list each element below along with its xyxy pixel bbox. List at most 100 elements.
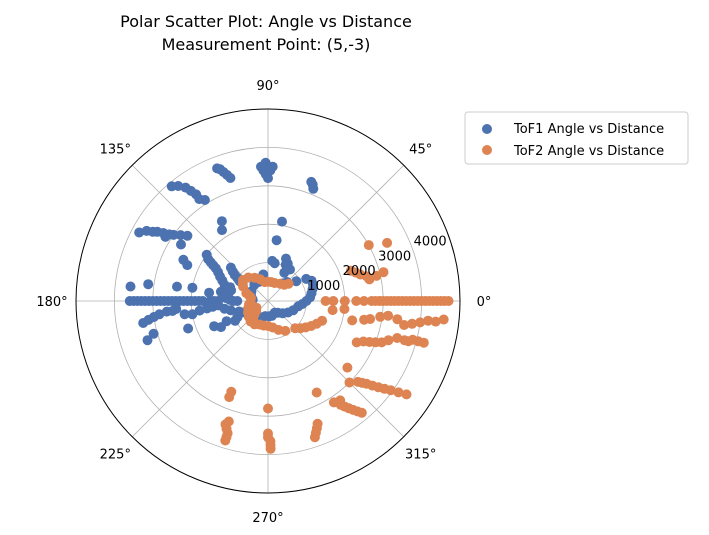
scatter-point-series-1: [265, 165, 276, 176]
legend: ToF1 Angle vs Distance ToF2 Angle vs Dis…: [464, 111, 689, 165]
scatter-point-series-1: [204, 287, 215, 298]
angle-tick-label: 90°: [256, 79, 279, 94]
tick-labels: 0° 45° 90° 135° 180° 225° 270° 315° 100020003000…: [36, 79, 491, 526]
scatter-point-series-2: [226, 386, 237, 397]
scatter-point-series-1: [171, 304, 182, 314]
scatter-point-series-1: [197, 296, 208, 306]
scatter-point-series-2: [339, 296, 350, 306]
angle-tick-label: 315°: [405, 448, 436, 463]
scatter-point-series-2: [328, 397, 339, 408]
scatter-point-series-2: [392, 333, 403, 343]
angular-gridline: [267, 164, 405, 302]
scatter-point-series-1: [260, 157, 271, 168]
scatter-point-series-2: [327, 305, 338, 316]
scatter-point-series-1: [285, 264, 295, 275]
scatter-point-series-2: [351, 337, 362, 348]
scatter-point-series-1: [308, 183, 319, 194]
scatter-point-series-2: [382, 237, 393, 248]
scatter-point-series-1: [271, 235, 282, 246]
scatter-point-series-1: [216, 216, 227, 227]
scatter-point-series-1: [199, 195, 210, 205]
angle-tick-label: 45°: [409, 142, 432, 157]
scatter-point-series-1: [187, 282, 198, 293]
angular-gridline: [267, 300, 405, 438]
scatter-point-series-2: [401, 389, 412, 400]
scatter-point-series-2: [423, 315, 434, 326]
scatter-point-series-2: [263, 428, 273, 439]
scatter-point-series-1: [269, 258, 280, 269]
scatter-point-series-1: [172, 281, 182, 292]
scatter-point-series-2: [415, 317, 426, 328]
scatter-point-series-2: [223, 416, 234, 427]
scatter-point-series-2: [438, 314, 449, 325]
scatter-point-series-1: [277, 216, 287, 227]
scatter-point-series-2: [342, 362, 353, 373]
angle-tick-label: 0°: [477, 295, 492, 310]
scatter-point-series-1: [217, 225, 227, 236]
polar-frame: [75, 108, 461, 494]
scatter-point-series-2: [352, 376, 363, 387]
scatter-point-series-1: [182, 230, 193, 241]
scatter-point-series-1: [176, 239, 186, 250]
scatter-point-series-2: [312, 418, 323, 429]
scatter-point-series-2: [383, 310, 394, 321]
scatter-point-series-2: [283, 278, 294, 289]
radial-tick-label: 2000: [343, 264, 376, 279]
scatter-point-series-2: [320, 296, 331, 306]
scatter-point-series-1: [182, 260, 193, 271]
scatter-point-series-2: [407, 318, 418, 329]
radial-tick-label: 3000: [378, 249, 411, 264]
scatter-point-series-2: [366, 296, 377, 306]
legend-box: [464, 111, 689, 165]
legend-label-tof1: ToF1 Angle vs Distance: [513, 122, 664, 137]
scatter-point-series-2: [351, 296, 362, 306]
scatter-point-series-2: [339, 304, 350, 314]
legend-label-tof2: ToF2 Angle vs Distance: [513, 144, 664, 159]
scatter-point-series-2: [363, 240, 374, 251]
scatter-point-series-2: [346, 265, 356, 276]
scatter-point-series-1: [179, 309, 190, 320]
scatter-point-series-2: [290, 323, 301, 334]
legend-marker-tof1: [482, 124, 492, 134]
scatter-point-series-2: [359, 296, 369, 306]
scatter-point-series-1: [225, 282, 236, 293]
scatter-point-series-1: [183, 323, 194, 334]
scatter-point-series-2: [347, 315, 358, 326]
angle-tick-label: 135°: [100, 142, 131, 157]
scatter-point-series-1: [209, 321, 220, 332]
radial-tick-label: 1000: [307, 279, 340, 294]
scatter-point-series-2: [359, 314, 370, 325]
scatter-point-series-1: [160, 231, 171, 242]
scatter-point-series-2: [393, 387, 404, 398]
scatter-point-series-1: [291, 276, 302, 287]
scatter-point-series-1: [263, 173, 273, 184]
angle-tick-label: 180°: [36, 295, 67, 310]
scatter-point-series-2: [251, 302, 262, 313]
angle-tick-label: 225°: [100, 448, 131, 463]
polar-outline: [75, 108, 461, 494]
scatter-point-series-2: [328, 296, 339, 306]
scatter-point-series-1: [168, 229, 179, 240]
scatter-point-series-1: [125, 281, 136, 292]
scatter-point-series-1: [301, 273, 312, 284]
scatter-point-series-1: [142, 335, 153, 346]
scatter-point-series-1: [225, 305, 236, 316]
scatter-point-series-1: [143, 279, 154, 290]
legend-marker-tof2: [482, 145, 492, 155]
angle-tick-label: 270°: [252, 511, 283, 526]
scatter-point-series-2: [399, 320, 410, 330]
scatter-point-series-2: [430, 316, 441, 327]
scatter-point-series-2: [392, 314, 403, 325]
radial-tick-label: 4000: [414, 235, 447, 250]
scatter-point-series-1: [148, 328, 159, 339]
scatter-point-series-2: [311, 387, 322, 398]
scatter-point-series-1: [232, 296, 243, 306]
scatter-point-series-1: [225, 173, 236, 183]
chart-subtitle: Measurement Point: (5,-3): [162, 35, 371, 54]
chart-title: Polar Scatter Plot: Angle vs Distance: [120, 12, 412, 31]
scatter-point-series-1: [232, 312, 243, 323]
scatter-point-series-2: [263, 403, 273, 414]
scatter-points: [124, 157, 454, 454]
angular-gridline: [131, 300, 269, 438]
